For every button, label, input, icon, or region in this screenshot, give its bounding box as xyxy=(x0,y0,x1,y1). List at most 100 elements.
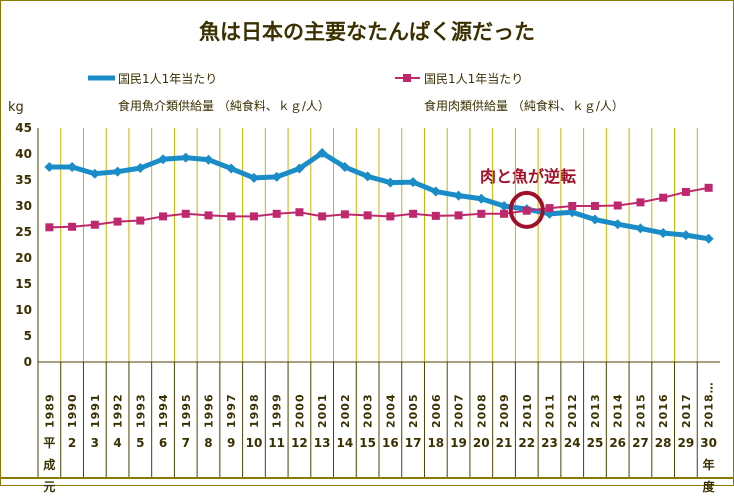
data-point-meat xyxy=(227,212,236,221)
heisei-label: 18 xyxy=(427,436,445,450)
data-point-meat xyxy=(613,201,622,210)
legend-meat-line1: 国民1人1年当たり xyxy=(424,72,524,86)
data-point-meat xyxy=(272,209,281,218)
data-point-fish xyxy=(158,154,169,165)
x-tick-label: 2016 xyxy=(657,393,670,428)
x-tick-label: 1993 xyxy=(134,393,147,428)
data-point-fish xyxy=(44,162,55,172)
data-point-fish xyxy=(226,163,237,174)
data-point-fish xyxy=(703,233,714,244)
data-point-fish xyxy=(339,162,350,172)
heisei-label: 15 xyxy=(359,436,376,450)
heisei-label: 28 xyxy=(654,436,672,450)
x-tick-label: 1996 xyxy=(203,393,216,428)
heisei-label: 20 xyxy=(472,436,490,450)
data-point-meat xyxy=(159,212,168,221)
data-point-fish xyxy=(635,223,646,234)
annotation-text: 肉と魚が逆転 xyxy=(480,167,577,186)
y-tick-label: 20 xyxy=(15,251,32,265)
data-point-fish xyxy=(499,201,510,211)
data-point-fish xyxy=(680,230,691,241)
data-point-meat xyxy=(90,220,99,229)
annotation-circle xyxy=(508,190,545,229)
heisei-label: 12 xyxy=(291,436,308,450)
y-tick-label: 0 xyxy=(24,355,32,369)
x-tick-label: 2000 xyxy=(293,393,306,428)
data-point-fish xyxy=(271,171,282,182)
heisei-label: 17 xyxy=(404,436,422,450)
data-point-fish xyxy=(658,228,669,239)
heisei-label: 14 xyxy=(336,436,354,450)
x-tick-label: 2008 xyxy=(475,393,488,428)
x-tick-label: 2017 xyxy=(680,393,693,428)
heisei-label: 6 xyxy=(158,436,168,450)
data-point-fish xyxy=(67,162,78,172)
x-tick-label: 1992 xyxy=(112,393,125,428)
x-tick-label: 2002 xyxy=(339,393,352,428)
data-point-meat xyxy=(454,211,463,220)
y-axis-label: kg xyxy=(8,100,24,115)
data-point-fish xyxy=(362,171,373,182)
data-point-fish xyxy=(612,219,623,230)
data-point-meat xyxy=(545,204,554,213)
data-point-meat xyxy=(477,209,486,218)
data-point-meat xyxy=(68,222,77,231)
heisei-label: 13 xyxy=(313,436,331,450)
data-point-fish xyxy=(430,186,441,197)
heisei-label: 5 xyxy=(136,436,145,450)
heisei-label: 3 xyxy=(90,436,99,450)
data-point-fish xyxy=(589,214,600,225)
heisei-label: 19 xyxy=(450,436,467,450)
x-tick-label: 1990 xyxy=(66,393,79,428)
data-point-meat xyxy=(340,210,349,219)
heisei-label: 22 xyxy=(518,436,536,450)
data-point-meat xyxy=(113,217,122,226)
heisei-label: 23 xyxy=(541,436,558,450)
data-point-meat xyxy=(45,223,54,232)
heisei-label: 8 xyxy=(204,436,213,450)
x-tick-label: 2013 xyxy=(589,393,602,428)
data-point-meat xyxy=(204,211,213,220)
x-tick-label: 1989 xyxy=(43,393,56,428)
heisei-label: 27 xyxy=(632,436,649,450)
data-point-meat xyxy=(681,187,690,196)
x-tick-label: 2011 xyxy=(544,393,557,428)
x-tick-label: 2003 xyxy=(362,393,375,428)
heisei-label: 2 xyxy=(67,436,77,450)
legend-fish-line2: 食用魚介類供給量 （純食料、ｋｇ/人） xyxy=(118,99,330,113)
heisei-label: 24 xyxy=(563,436,581,450)
data-point-fish xyxy=(385,177,396,188)
heisei-label: 4 xyxy=(113,436,122,450)
x-tick-label: 1997 xyxy=(225,393,238,428)
y-tick-label: 30 xyxy=(15,199,32,213)
x-tick-label: 1995 xyxy=(180,393,193,428)
x-tick-label: 2005 xyxy=(407,393,420,428)
x-tick-label: 2018… xyxy=(703,381,716,428)
data-point-fish xyxy=(317,147,328,158)
data-point-meat xyxy=(295,208,304,217)
y-tick-label: 35 xyxy=(15,173,32,187)
x-tick-label: 2001 xyxy=(316,393,329,428)
data-point-fish xyxy=(248,172,259,183)
heisei-label: 30年度 xyxy=(700,436,717,494)
data-point-meat xyxy=(659,193,668,202)
y-tick-label: 5 xyxy=(24,329,32,343)
data-point-meat xyxy=(431,211,440,220)
data-point-fish xyxy=(408,177,419,188)
x-tick-label: 2010 xyxy=(521,393,534,428)
data-point-meat xyxy=(500,209,509,218)
legend-meat-line2: 食用肉類供給量 （純食料、ｋｇ/人） xyxy=(424,99,624,113)
heisei-label: 7 xyxy=(181,436,190,450)
data-point-meat xyxy=(249,212,258,221)
legend-fish-line1: 国民1人1年当たり xyxy=(118,72,218,86)
data-point-fish xyxy=(294,163,305,174)
x-tick-label: 1998 xyxy=(248,393,261,428)
x-tick-label: 2006 xyxy=(430,393,443,428)
data-point-fish xyxy=(476,193,487,204)
chart-title: 魚は日本の主要なたんぱく源だった xyxy=(199,20,535,44)
x-tick-label: 1999 xyxy=(271,393,284,428)
x-tick-label: 2014 xyxy=(612,393,625,428)
data-point-fish xyxy=(112,166,123,177)
y-tick-label: 45 xyxy=(15,121,32,135)
